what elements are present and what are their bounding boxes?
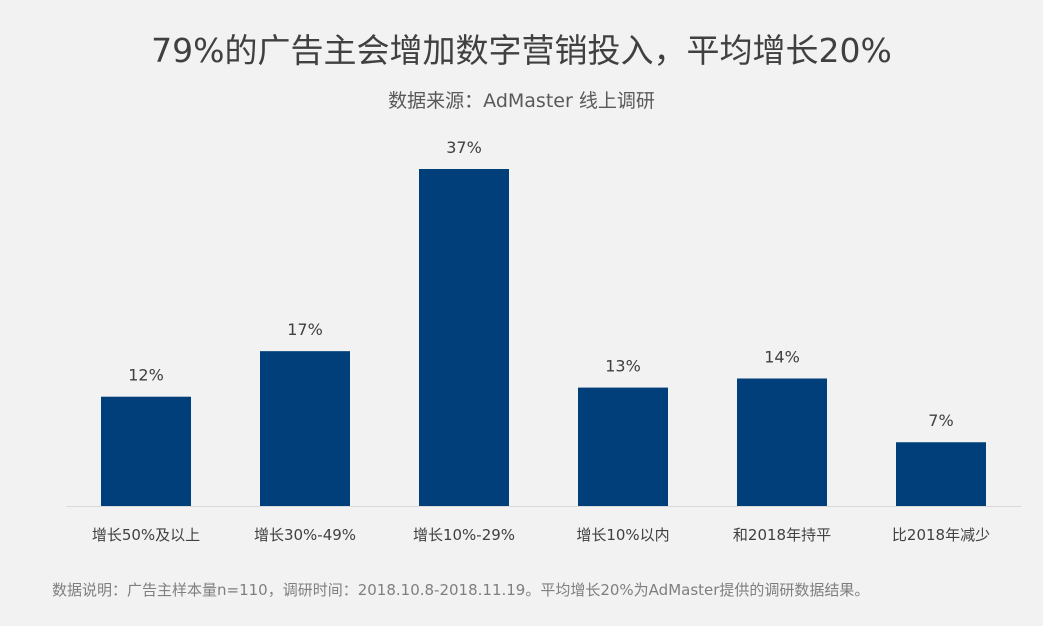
- category-label-5: 比2018年减少: [892, 526, 990, 544]
- data-label-2: 37%: [446, 138, 482, 157]
- data-label-0: 12%: [128, 366, 164, 385]
- chart-subtitle: 数据来源：AdMaster 线上调研: [388, 90, 655, 112]
- bar-0: [101, 396, 191, 506]
- category-label-1: 增长30%-49%: [254, 526, 356, 544]
- data-label-5: 7%: [928, 411, 953, 430]
- data-label-1: 17%: [287, 320, 323, 339]
- category-label-0: 增长50%及以上: [92, 526, 200, 544]
- category-label-3: 增长10%以内: [576, 526, 669, 544]
- bar-1: [260, 351, 350, 506]
- footnote: 数据说明：广告主样本量n=110，调研时间：2018.10.8-2018.11.…: [52, 581, 870, 599]
- data-label-3: 13%: [605, 357, 641, 376]
- bar-2: [419, 169, 509, 506]
- category-label-4: 和2018年持平: [733, 526, 831, 544]
- bar-4: [737, 378, 827, 506]
- bar-5: [896, 442, 986, 506]
- bar-3: [578, 387, 668, 506]
- category-label-2: 增长10%-29%: [413, 526, 515, 544]
- chart-title: 79%的广告主会增加数字营销投入，平均增长20%: [151, 31, 892, 70]
- data-label-4: 14%: [764, 347, 800, 366]
